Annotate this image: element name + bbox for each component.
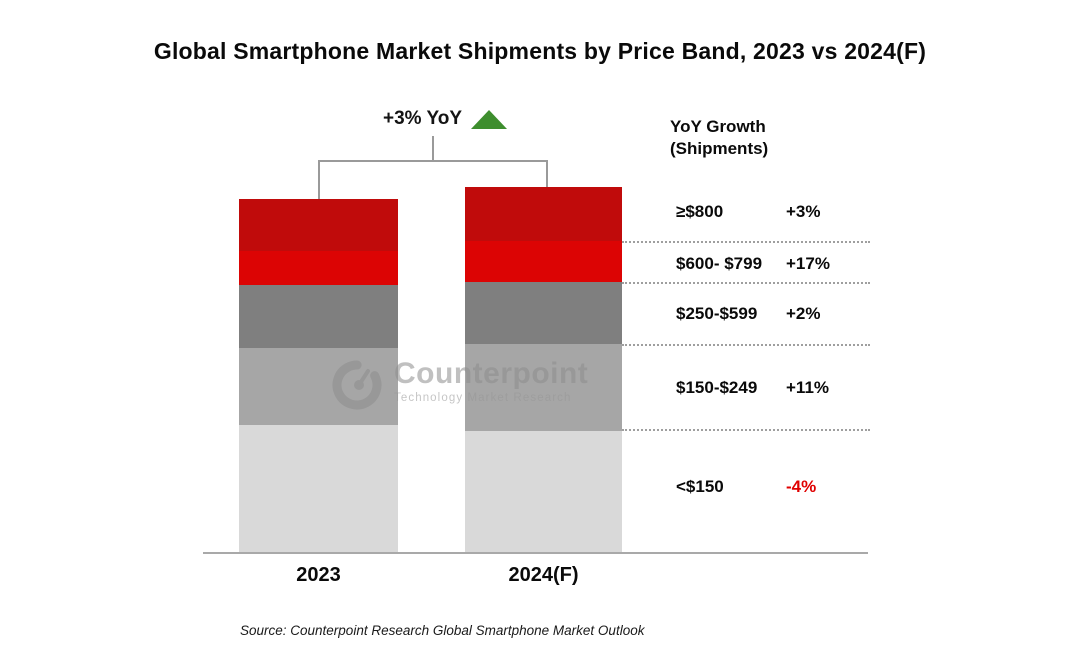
yoy-value: +17% (786, 254, 830, 273)
yoy-row-under-150: <$150 -4% (676, 477, 876, 497)
yoy-header-line2: (Shipments) (670, 139, 769, 158)
price-band-label: <$150 (676, 477, 724, 496)
bar-segment 2023 $250-$599 (239, 285, 398, 348)
bracket-horizontal-line (318, 160, 548, 162)
bar-segment 2023 ≥$800 (239, 199, 398, 252)
bar-segment 2024(F) <$150 (465, 430, 622, 553)
dotted-separator (622, 241, 870, 243)
bracket-left-leg (318, 160, 320, 200)
dotted-separator (622, 344, 870, 346)
yoy-header-line1: YoY Growth (670, 117, 766, 136)
bar-segment 2023 $600- $799 (239, 251, 398, 286)
source-note: Source: Counterpoint Research Global Sma… (240, 623, 645, 638)
price-band-label: ≥$800 (676, 202, 724, 221)
dotted-separator (622, 282, 870, 284)
bracket-stem-line (432, 136, 434, 161)
bracket-right-leg (546, 160, 548, 188)
growth-up-triangle-icon (471, 109, 508, 129)
price-band-label: $250-$599 (676, 304, 758, 323)
bar-segment 2024(F) $250-$599 (465, 282, 622, 345)
bar-segment 2024(F) $150-$249 (465, 344, 622, 431)
yoy-row-800plus: ≥$800 +3% (676, 202, 876, 222)
bar-segment 2024(F) ≥$800 (465, 186, 622, 242)
yoy-value-negative: -4% (786, 477, 817, 496)
dotted-separator (622, 429, 870, 431)
bar-segment 2024(F) $600- $799 (465, 241, 622, 283)
yoy-value: +11% (786, 378, 830, 397)
yoy-table-header: YoY Growth (Shipments) (670, 116, 768, 160)
yoy-row-150-249: $150-$249 +11% (676, 378, 876, 398)
bar-segment 2023 <$150 (239, 424, 398, 553)
x-label-2023: 2023 (296, 564, 341, 586)
total-growth-annotation: +3% YoY (383, 108, 508, 130)
yoy-value: +2% (786, 304, 821, 323)
total-growth-label: +3% YoY (383, 108, 463, 129)
chart-title: Global Smartphone Market Shipments by Pr… (153, 38, 927, 64)
x-axis-line (203, 552, 868, 554)
x-label-2024: 2024(F) (508, 564, 579, 586)
bar-segment 2023 $150-$249 (239, 347, 398, 425)
yoy-value: +3% (786, 202, 821, 221)
yoy-row-250-599: $250-$599 +2% (676, 304, 876, 324)
price-band-label: $600- $799 (676, 254, 763, 273)
price-band-label: $150-$249 (676, 378, 758, 397)
yoy-row-600-799: $600- $799 +17% (676, 254, 876, 274)
